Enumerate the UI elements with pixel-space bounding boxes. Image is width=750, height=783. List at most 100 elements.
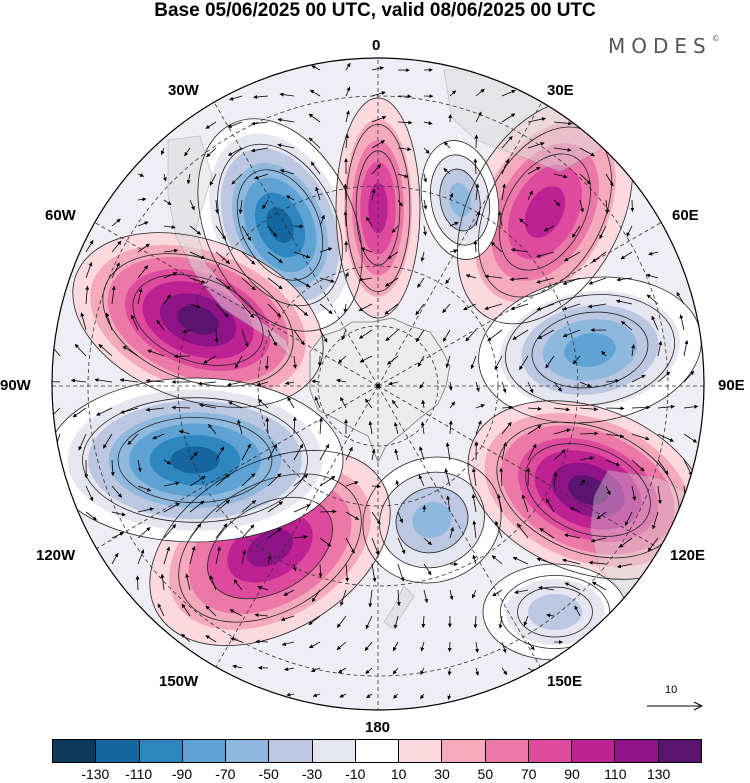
brand-text: MODES [608,34,712,58]
wind-arrow [501,158,509,175]
streamline [499,575,611,649]
wind-arrow [119,378,139,383]
colorbar-swatch [139,740,183,762]
streamline [52,377,344,543]
wind-arrow [501,381,507,394]
wind-arrow [318,417,323,435]
wind-arrow [163,225,176,230]
wind-arrow [345,133,350,149]
wind-arrow [267,329,277,347]
wind-arrow [292,355,297,369]
wind-arrow [110,459,115,477]
wind-arrow [277,117,295,123]
wind-arrow [111,262,120,279]
wind-arrow [96,407,113,416]
colorbar-ticks: -130 -110 -90 -70 -50 -30 -10 10 30 50 70 90 110 130 [52,766,702,783]
wind-arrow [163,294,171,305]
wind-arrow [679,314,685,331]
colorbar-swatch [615,740,659,762]
wind-arrow [156,319,165,331]
wind-arrow [579,173,591,185]
colorbar-swatch [312,740,356,762]
wind-arrow [475,667,480,676]
anomaly-band [170,446,220,474]
wind-arrow [516,523,529,539]
wind-arrow [111,485,122,498]
wind-arrow [279,92,295,97]
wind-arrow [111,511,126,517]
wind-arrow [80,312,87,331]
wind-arrow [592,581,607,591]
wind-arrow [292,563,297,572]
colorbar-swatch [485,740,529,762]
wind-arrow [588,560,607,565]
wind-arrow [137,459,142,473]
wind-arrow [392,667,399,675]
wind-arrow [74,343,87,357]
wind-arrow [365,615,373,630]
wind-arrow [472,554,477,565]
wind-arrow [527,142,545,149]
streamline [178,473,362,623]
wind-arrow [208,423,217,435]
anomaly-band [412,502,452,538]
colorbar-swatch [182,740,227,762]
lon-label-90e: 90E [718,377,745,394]
wind-arrow [178,430,191,435]
lon-label-120e: 120E [670,547,706,564]
wind-arrow [395,480,400,487]
wind-arrow [343,211,348,227]
wind-arrow [105,312,113,331]
wind-arrow [319,303,333,315]
wind-arrow [293,277,311,288]
brand-logo: MODES© [608,34,720,58]
wind-arrow [536,277,555,284]
wind-arrow [338,667,347,674]
wind-arrow [475,88,485,97]
wind-arrow [359,355,373,363]
wind-arrow [293,534,308,539]
anomaly-band [564,333,616,367]
colorbar-tick-label: -50 [258,766,279,782]
wind-arrow [267,303,281,318]
wind-arrow [358,303,373,312]
wind-arrow [319,329,328,343]
wind-arrow [605,378,620,383]
wind-arrow [137,197,147,202]
wind-arrow [546,613,555,618]
wind-arrow [421,399,426,409]
wind-arrow [359,329,373,339]
streamline [499,153,591,271]
wind-arrow [470,355,477,370]
wind-arrow [501,135,513,149]
wind-arrow [527,381,534,394]
wind-arrow [393,693,399,699]
wind-arrow [423,589,429,603]
wind-arrow [397,120,413,125]
wind-arrow [293,251,311,259]
wind-arrow [181,603,191,617]
wind-arrow [473,158,478,175]
wind-arrow [494,355,503,370]
wind-arrow [127,433,139,445]
wind-arrow [415,303,425,316]
wind-arrow [152,433,165,440]
wind-arrow [267,554,272,565]
wind-arrow [651,315,659,331]
wind-arrow [447,693,452,700]
streamline [102,253,294,387]
wind-arrow [371,91,386,97]
wind-arrow [111,285,116,305]
wind-arrow [495,520,503,539]
wind-arrow [52,380,61,383]
wind-arrow [205,635,217,643]
negative-anomaly-cell [478,277,702,423]
wind-arrow [205,121,217,129]
wind-arrow [574,605,581,617]
wind-arrow [497,493,503,513]
wind-arrow [163,272,178,279]
wind-arrow [569,507,581,513]
wind-arrow [445,355,451,369]
wind-arrow [171,405,191,410]
wind-arrow [227,147,243,156]
